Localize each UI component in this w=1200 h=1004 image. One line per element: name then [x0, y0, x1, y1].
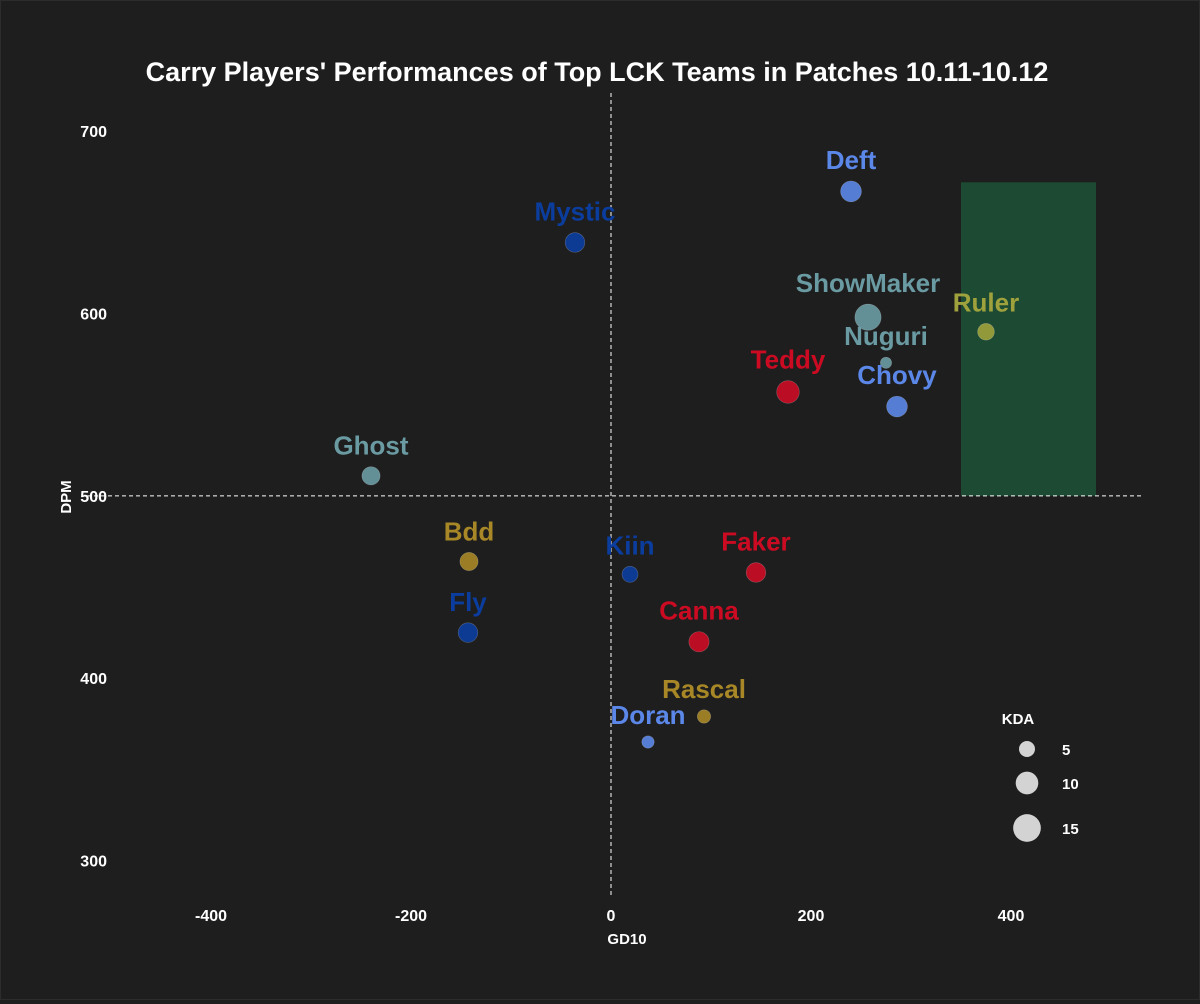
point-ruler: [977, 323, 995, 341]
y-tick-label: 600: [80, 307, 107, 324]
x-tick-label: -400: [195, 908, 227, 925]
x-tick-label: 200: [798, 908, 825, 925]
legend-circle-5: [1019, 741, 1035, 757]
reference-lines: [87, 93, 1141, 897]
label-showmaker: ShowMaker: [796, 268, 941, 298]
label-nuguri: Nuguri: [844, 321, 928, 351]
label-canna: Canna: [659, 596, 739, 626]
point-nuguri: [880, 356, 892, 369]
highlight-region-layer: [961, 182, 1096, 496]
x-tick-label: 0: [607, 908, 616, 925]
label-deft: Deft: [826, 145, 877, 175]
point-showmaker: [854, 303, 882, 331]
point-kiin: [621, 565, 639, 583]
y-tick-label: 500: [80, 489, 107, 506]
y-tick-label: 400: [80, 671, 107, 688]
label-ruler: Ruler: [953, 287, 1019, 317]
label-doran: Doran: [610, 700, 685, 730]
label-chovy: Chovy: [857, 360, 937, 390]
legend-circle-10: [1015, 771, 1039, 795]
label-rascal: Rascal: [662, 674, 746, 704]
point-chovy: [886, 395, 908, 418]
y-axis-title: DPM: [58, 480, 75, 513]
point-canna: [688, 631, 710, 653]
label-mystic: Mystic: [535, 197, 616, 227]
legend-label-5: 5: [1062, 742, 1070, 759]
x-tick-label: 400: [998, 908, 1025, 925]
y-tick-label: 300: [80, 854, 107, 871]
point-rascal: [697, 709, 711, 724]
label-ghost: Ghost: [333, 431, 408, 461]
label-faker: Faker: [721, 527, 790, 557]
x-axis-title: GD10: [607, 931, 646, 948]
label-teddy: Teddy: [751, 345, 826, 375]
point-bdd: [459, 552, 479, 571]
point-labels: Deft Mystic ShowMaker Ruler Nuguri Teddy Chovy…: [333, 145, 1019, 730]
highlight-region: [961, 182, 1096, 496]
axis-ticks: -400 -200 0 200 400 300 400 500 600 700: [80, 124, 1024, 925]
legend-circle-15: [1013, 814, 1041, 842]
point-mystic: [564, 232, 586, 253]
point-teddy: [776, 380, 800, 404]
y-tick-label: 700: [80, 124, 107, 141]
legend-title: KDA: [1002, 711, 1035, 728]
x-tick-label: -200: [395, 908, 427, 925]
point-faker: [745, 562, 767, 583]
point-ghost: [361, 466, 381, 486]
label-fly: Fly: [449, 587, 487, 617]
point-deft: [840, 180, 862, 203]
point-fly: [457, 622, 479, 643]
point-doran: [641, 735, 655, 749]
legend-label-15: 15: [1062, 821, 1079, 838]
label-bdd: Bdd: [444, 516, 495, 546]
legend-label-10: 10: [1062, 776, 1079, 793]
kda-legend: KDA 5 10 15: [1002, 711, 1079, 842]
data-points: [361, 180, 995, 749]
label-kiin: Kiin: [605, 530, 654, 560]
chart-title: Carry Players' Performances of Top LCK T…: [146, 57, 1049, 87]
